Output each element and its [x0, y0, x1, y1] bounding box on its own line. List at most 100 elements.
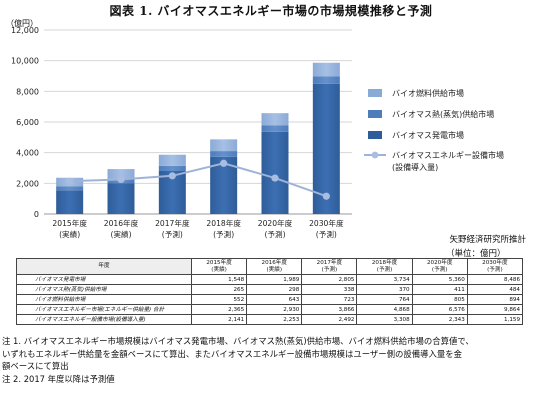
y-tick-label: 6,000 — [16, 118, 39, 127]
footnotes: 注 1. バイオマスエネルギー市場規模はバイオマス発電市場、バイオマス熱(蒸気)… — [2, 335, 540, 385]
table-cell: 370 — [356, 284, 413, 295]
table-cell: 1,989 — [246, 274, 303, 285]
table-row: バイオ燃料供給市場 552 643 723 764 805 894 — [16, 294, 524, 305]
marker-equipment — [66, 177, 74, 185]
bar-fuel — [312, 62, 340, 77]
y-tick-label: 8,000 — [16, 87, 39, 96]
legend-swatch — [368, 110, 382, 118]
marker-equipment — [220, 159, 228, 167]
table-cell: 2,492 — [301, 314, 358, 325]
bar-fuel — [261, 113, 289, 126]
table-cell: 9,864 — [466, 304, 524, 315]
table-cell: 411 — [411, 284, 468, 295]
bar-heat — [56, 186, 84, 191]
legend-label: バイオ燃料供給市場 — [392, 88, 464, 98]
table-unit: （単位：億円） — [446, 249, 506, 259]
marker-equipment — [117, 175, 125, 184]
table-cell: 1,548 — [190, 274, 248, 285]
marker-equipment — [271, 174, 279, 182]
bar-fuel — [107, 169, 135, 179]
x-tick-label: (実績) — [110, 229, 131, 239]
table-header-year: 2015年度 (実績) — [190, 258, 248, 275]
table-row: バイオマスエネルギー設備市場(設備導入量) 2,141 2,253 2,492 3,30… — [16, 314, 524, 325]
table-cell: 5,360 — [411, 274, 468, 285]
table-header-year: 2020年度 (予測) — [411, 258, 468, 275]
y-tick-label: 4,000 — [16, 149, 39, 158]
chart-title: 図表 1. バイオマスエネルギー市場の市場規模推移と予測 — [109, 4, 433, 18]
table-cell: 2,141 — [190, 314, 248, 325]
table-cell: 723 — [301, 294, 358, 305]
bar-heat — [261, 125, 289, 132]
table-row-label: バイオマス熱(蒸気)供給市場 — [16, 284, 192, 295]
table-cell: 3,308 — [356, 314, 413, 325]
note-line: 注 2. 2017 年度以降は予測値 — [2, 373, 115, 384]
legend-label: バイオマス熱(蒸気)供給市場 — [392, 109, 494, 119]
table-cell: 764 — [356, 294, 413, 305]
table-cell: 2,343 — [411, 314, 468, 325]
table-cell: 2,930 — [246, 304, 303, 315]
legend-marker — [371, 151, 379, 159]
marker-equipment — [168, 172, 176, 180]
note-line: 額ベースにて算出 — [2, 361, 69, 372]
bar-fuel — [158, 154, 186, 166]
data-table: 年度 2015年度 (実績) 2016年度 (実績) 2017年度 (予測) 2018年度 (予… — [16, 258, 524, 325]
table-cell: 6,576 — [411, 304, 468, 315]
table-cell: 484 — [466, 284, 524, 295]
table-row-label: バイオ燃料供給市場 — [16, 294, 192, 305]
y-tick-label: 10,000 — [11, 57, 39, 66]
table-row-label: バイオマスエネルギー市場(エネルギー供給量) 合計 — [16, 304, 192, 315]
table-row: バイオマス熱(蒸気)供給市場 265 298 338 370 411 484 — [16, 284, 524, 295]
table-header-year: 2017年度 (予測) — [301, 258, 358, 275]
table-header-row: 年度 2015年度 (実績) 2016年度 (実績) 2017年度 (予測) 2018年度 (予… — [16, 258, 524, 275]
table-cell: 894 — [466, 294, 524, 305]
table-cell: 552 — [190, 294, 248, 305]
bar-heat — [210, 151, 238, 157]
table-cell: 2,365 — [190, 304, 248, 315]
table-cell: 3,866 — [301, 304, 358, 315]
table-cell: 2,253 — [246, 314, 303, 325]
legend-label: バイオマスエネルギー設備市場 — [392, 150, 504, 160]
table-header-year: 2018年度 (予測) — [356, 258, 413, 275]
table-header-label: 年度 — [16, 258, 192, 275]
table-cell: 3,734 — [356, 274, 413, 285]
line-equipment — [69, 162, 327, 198]
x-tick-label: (予測) — [316, 229, 337, 239]
legend-swatch — [368, 89, 382, 97]
x-tick-label: 2020年度 — [258, 218, 293, 228]
bar-heat — [312, 76, 340, 84]
x-tick-label: (予測) — [213, 229, 234, 239]
source-credit: 矢野経済研究所推計 — [449, 235, 526, 245]
table-cell: 1,159 — [466, 314, 524, 325]
stacked-bar-chart: 02,0004,0006,0008,00010,00012,0002015年度(… — [11, 26, 504, 239]
table-row-label: バイオマス発電市場 — [16, 274, 192, 285]
x-tick-label: 2018年度 — [206, 218, 241, 228]
x-tick-label: 2015年度 — [52, 218, 87, 228]
x-tick-label: 2016年度 — [104, 218, 139, 228]
y-tick-label: 12,000 — [11, 26, 39, 35]
table-row: バイオマス発電市場 1,548 1,989 2,805 3,734 5,360 8,486 — [16, 274, 524, 285]
table-cell: 805 — [411, 294, 468, 305]
x-tick-label: 2030年度 — [309, 218, 344, 228]
table-header-year: 2016年度 (実績) — [246, 258, 303, 275]
bar-power — [56, 190, 84, 214]
note-line: いずれもエネルギー供給量を金額ベースにて算出、またバイオマスエネルギー設備市場規… — [2, 348, 463, 359]
table-header-year: 2030年度 (予測) — [466, 258, 524, 275]
table-cell: 265 — [190, 284, 248, 295]
legend-label: (設備導入量) — [392, 162, 438, 172]
table-cell: 4,868 — [356, 304, 413, 315]
marker-equipment — [322, 192, 330, 200]
y-axis-unit: （億円） — [6, 19, 38, 28]
note-line: 注 1. バイオマスエネルギー市場規模はバイオマス発電市場、バイオマス熱(蒸気)… — [2, 336, 474, 346]
bar-heat — [158, 165, 186, 171]
table-row: バイオマスエネルギー市場(エネルギー供給量) 合計 2,365 2,930 3,866… — [16, 304, 524, 315]
table-cell: 643 — [246, 294, 303, 305]
legend-swatch — [368, 131, 382, 139]
x-tick-label: (予測) — [264, 229, 285, 239]
y-tick-label: 0 — [34, 210, 39, 219]
x-tick-label: (予測) — [162, 229, 183, 239]
x-tick-label: (実績) — [59, 229, 80, 239]
y-tick-label: 2,000 — [16, 179, 39, 188]
legend-label: バイオマス発電市場 — [392, 130, 464, 140]
table-cell: 8,486 — [466, 274, 524, 285]
table-cell: 298 — [246, 284, 303, 295]
